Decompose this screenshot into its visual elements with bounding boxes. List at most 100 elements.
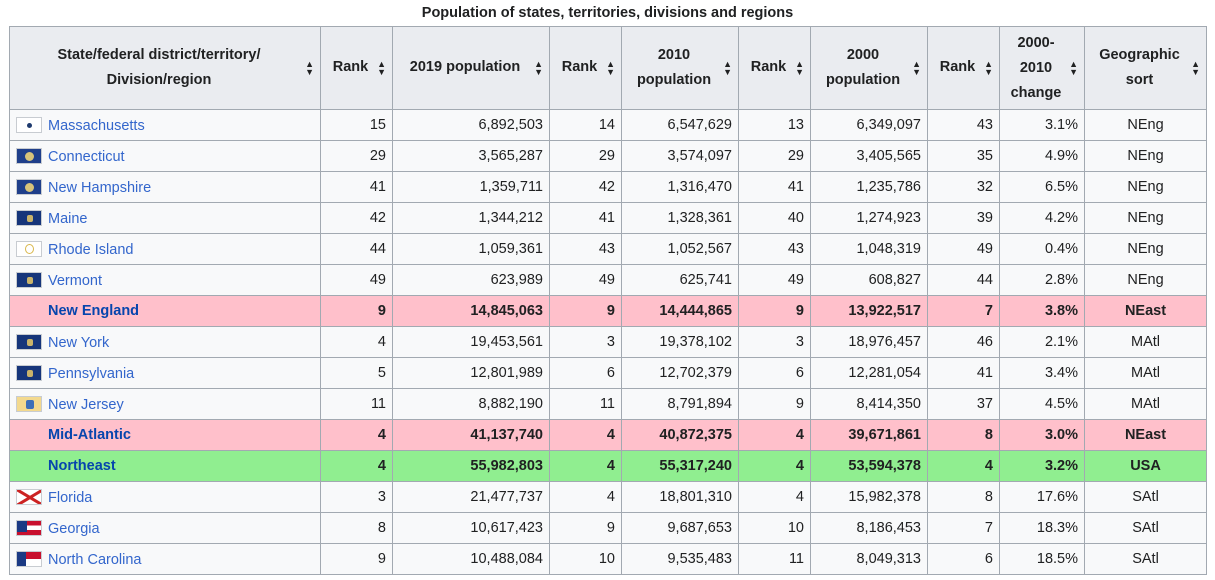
- division-link[interactable]: New England: [48, 303, 140, 319]
- name-cell: North Carolina: [9, 543, 321, 575]
- rank-2010-cell: 10: [549, 543, 622, 575]
- rank-2000-b-cell: 37: [927, 388, 1000, 420]
- rank-2000-a-cell: 41: [738, 171, 811, 203]
- new-jersey-flag-icon[interactable]: [16, 395, 42, 412]
- change-cell: 2.8%: [999, 264, 1085, 296]
- change-cell: 3.4%: [999, 357, 1085, 389]
- table-row: Connecticut 29 3,565,287 29 3,574,097 29 3,405…: [9, 140, 1207, 172]
- column-header-2000-2010-change[interactable]: 2000-2010 change ▲ ▼: [999, 26, 1085, 110]
- change-cell: 0.4%: [999, 233, 1085, 265]
- column-header-text: State/federal district/territory/ Divisi…: [57, 47, 261, 88]
- rank-2019-cell: 11: [320, 388, 393, 420]
- table-row: New Jersey 11 8,882,190 11 8,791,894 9 8,414,3…: [9, 388, 1207, 420]
- massachusetts-flag-icon[interactable]: [16, 116, 42, 133]
- change-cell: 3.0%: [999, 419, 1085, 451]
- name-cell: New England: [9, 295, 321, 327]
- column-header-rank-2000-b[interactable]: Rank ▲ ▼: [927, 26, 1000, 110]
- rank-2000-b-cell: 7: [927, 295, 1000, 327]
- state-link[interactable]: New Jersey: [48, 396, 124, 413]
- state-link[interactable]: Georgia: [48, 520, 100, 537]
- table-caption: Population of states, territories, divis…: [421, 5, 794, 21]
- rank-2010-cell: 43: [549, 233, 622, 265]
- state-link[interactable]: Connecticut: [48, 148, 125, 165]
- rank-2010-cell: 29: [549, 140, 622, 172]
- table-row: New Hampshire 41 1,359,711 42 1,316,470 41 1,2…: [9, 171, 1207, 203]
- population-2000-cell: 15,982,378: [810, 481, 928, 513]
- column-header-state[interactable]: State/federal district/territory/ Divisi…: [9, 26, 321, 110]
- geographic-sort-cell: SAtl: [1084, 543, 1207, 575]
- new-york-flag-icon[interactable]: [16, 333, 42, 350]
- change-cell: 3.1%: [999, 109, 1085, 141]
- column-header-geographic-sort[interactable]: Geographic sort ▲ ▼: [1084, 26, 1207, 110]
- rank-2010-cell: 41: [549, 202, 622, 234]
- population-2000-cell: 8,414,350: [810, 388, 928, 420]
- sort-arrows-icon[interactable]: ▲ ▼: [795, 59, 804, 77]
- population-2019-cell: 10,488,084: [392, 543, 550, 575]
- change-cell: 18.5%: [999, 543, 1085, 575]
- sort-arrows-icon[interactable]: ▲ ▼: [723, 59, 732, 77]
- column-header-rank-2000-a[interactable]: Rank ▲ ▼: [738, 26, 811, 110]
- column-header-rank-2019[interactable]: Rank ▲ ▼: [320, 26, 393, 110]
- sort-arrows-icon[interactable]: ▲ ▼: [1191, 59, 1200, 77]
- change-cell: 3.2%: [999, 450, 1085, 482]
- sort-arrows-icon[interactable]: ▲ ▼: [534, 59, 543, 77]
- rank-2000-a-cell: 40: [738, 202, 811, 234]
- name-cell: Massachusetts: [9, 109, 321, 141]
- column-header-label: State/federal district/territory/ Divisi…: [16, 43, 302, 93]
- population-2010-cell: 14,444,865: [621, 295, 739, 327]
- rank-2010-cell: 9: [549, 295, 622, 327]
- state-link[interactable]: Maine: [48, 210, 88, 227]
- sort-arrows-icon[interactable]: ▲ ▼: [984, 59, 993, 77]
- column-header-text: 2000 population: [825, 47, 901, 88]
- column-header-2010-population[interactable]: 2010 population ▲ ▼: [621, 26, 739, 110]
- table-row: Rhode Island 44 1,059,361 43 1,052,567 43 1,04…: [9, 233, 1207, 265]
- vermont-flag-icon[interactable]: [16, 271, 42, 288]
- sort-arrows-icon[interactable]: ▲ ▼: [912, 59, 921, 77]
- division-link[interactable]: Mid-Atlantic: [48, 427, 131, 443]
- state-link[interactable]: North Carolina: [48, 551, 142, 568]
- rank-2000-b-cell: 46: [927, 326, 1000, 358]
- column-header-rank-2010[interactable]: Rank ▲ ▼: [549, 26, 622, 110]
- geographic-sort-cell: NEng: [1084, 264, 1207, 296]
- population-2019-cell: 1,059,361: [392, 233, 550, 265]
- sort-arrows-icon[interactable]: ▲ ▼: [606, 59, 615, 77]
- population-2010-cell: 8,791,894: [621, 388, 739, 420]
- population-2019-cell: 3,565,287: [392, 140, 550, 172]
- header-row: State/federal district/territory/ Divisi…: [9, 26, 1207, 110]
- geographic-sort-cell: MAtl: [1084, 388, 1207, 420]
- division-summary-row: New England 9 14,845,063 9 14,444,865 9 13,922…: [9, 295, 1207, 327]
- rank-2000-a-cell: 4: [738, 419, 811, 451]
- sort-arrows-icon[interactable]: ▲ ▼: [1069, 59, 1078, 77]
- pennsylvania-flag-icon[interactable]: [16, 364, 42, 381]
- column-header-2000-population[interactable]: 2000 population ▲ ▼: [810, 26, 928, 110]
- sort-arrows-icon[interactable]: ▲ ▼: [305, 59, 314, 77]
- sort-arrows-icon[interactable]: ▲ ▼: [377, 59, 386, 77]
- north-carolina-flag-icon[interactable]: [16, 550, 42, 567]
- rhode-island-flag-icon[interactable]: [16, 240, 42, 257]
- state-link[interactable]: Massachusetts: [48, 117, 145, 134]
- region-link[interactable]: Northeast: [48, 458, 116, 474]
- rank-2000-b-cell: 8: [927, 419, 1000, 451]
- population-table: State/federal district/territory/ Divisi…: [9, 26, 1207, 575]
- rank-2000-b-cell: 32: [927, 171, 1000, 203]
- new-hampshire-flag-icon[interactable]: [16, 178, 42, 195]
- connecticut-flag-icon[interactable]: [16, 147, 42, 164]
- rank-2010-cell: 3: [549, 326, 622, 358]
- population-2010-cell: 40,872,375: [621, 419, 739, 451]
- state-link[interactable]: New York: [48, 334, 110, 351]
- rank-2010-cell: 11: [549, 388, 622, 420]
- name-cell: Vermont: [9, 264, 321, 296]
- maine-flag-icon[interactable]: [16, 209, 42, 226]
- column-header-text: Rank: [750, 59, 787, 76]
- rank-2000-b-cell: 41: [927, 357, 1000, 389]
- florida-flag-icon[interactable]: [16, 488, 42, 505]
- population-2010-cell: 6,547,629: [621, 109, 739, 141]
- column-header-2019-population[interactable]: 2019 population ▲ ▼: [392, 26, 550, 110]
- change-cell: 6.5%: [999, 171, 1085, 203]
- state-link[interactable]: Pennsylvania: [48, 365, 135, 382]
- state-link[interactable]: Vermont: [48, 272, 102, 289]
- state-link[interactable]: Florida: [48, 489, 93, 506]
- state-link[interactable]: Rhode Island: [48, 241, 134, 258]
- state-link[interactable]: New Hampshire: [48, 179, 152, 196]
- georgia-flag-icon[interactable]: [16, 519, 42, 536]
